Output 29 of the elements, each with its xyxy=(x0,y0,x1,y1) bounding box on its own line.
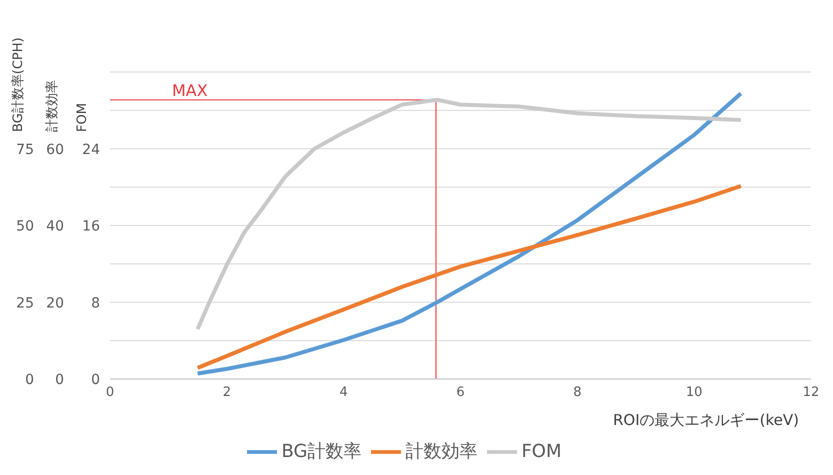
y-tick-label: 50 xyxy=(16,218,34,234)
x-tick-label: 4 xyxy=(340,385,348,400)
y3-tick-label: 0 xyxy=(91,372,100,388)
y3-tick-label: 8 xyxy=(91,295,100,312)
x-tick-label: 6 xyxy=(456,385,465,400)
y2-tick-label: 60 xyxy=(46,142,64,158)
y2-tick-label: 0 xyxy=(55,372,64,388)
y3-tick-label: 16 xyxy=(82,218,100,234)
x-tick-label: 12 xyxy=(802,385,820,400)
y2-axis-title: 計数効率 xyxy=(44,80,60,132)
y3-tick-label: 24 xyxy=(82,142,100,158)
x-tick-label: 0 xyxy=(106,385,114,400)
line-series xyxy=(196,184,743,370)
legend-label: 計数効率 xyxy=(405,440,478,462)
y-tick-label: 25 xyxy=(16,295,34,312)
line-series xyxy=(196,98,743,332)
y2-tick-label: 20 xyxy=(46,295,64,312)
y-tick-label: 0 xyxy=(25,372,34,388)
y3-axis-title: FOM xyxy=(75,103,90,132)
ref-line-label: MAX xyxy=(172,80,208,100)
y-axis-title: BG計数率(CPH) xyxy=(10,37,26,132)
x-tick-label: 8 xyxy=(573,385,582,400)
legend-label: BG計数率 xyxy=(281,440,362,462)
x-tick-label: 10 xyxy=(686,385,702,400)
y2-tick-label: 40 xyxy=(46,218,64,234)
legend-label: FOM xyxy=(521,440,562,462)
x-tick-label: 2 xyxy=(222,385,231,400)
y-tick-label: 75 xyxy=(16,142,34,158)
x-axis-title: ROIの最大エネルギー(keV) xyxy=(613,411,799,429)
